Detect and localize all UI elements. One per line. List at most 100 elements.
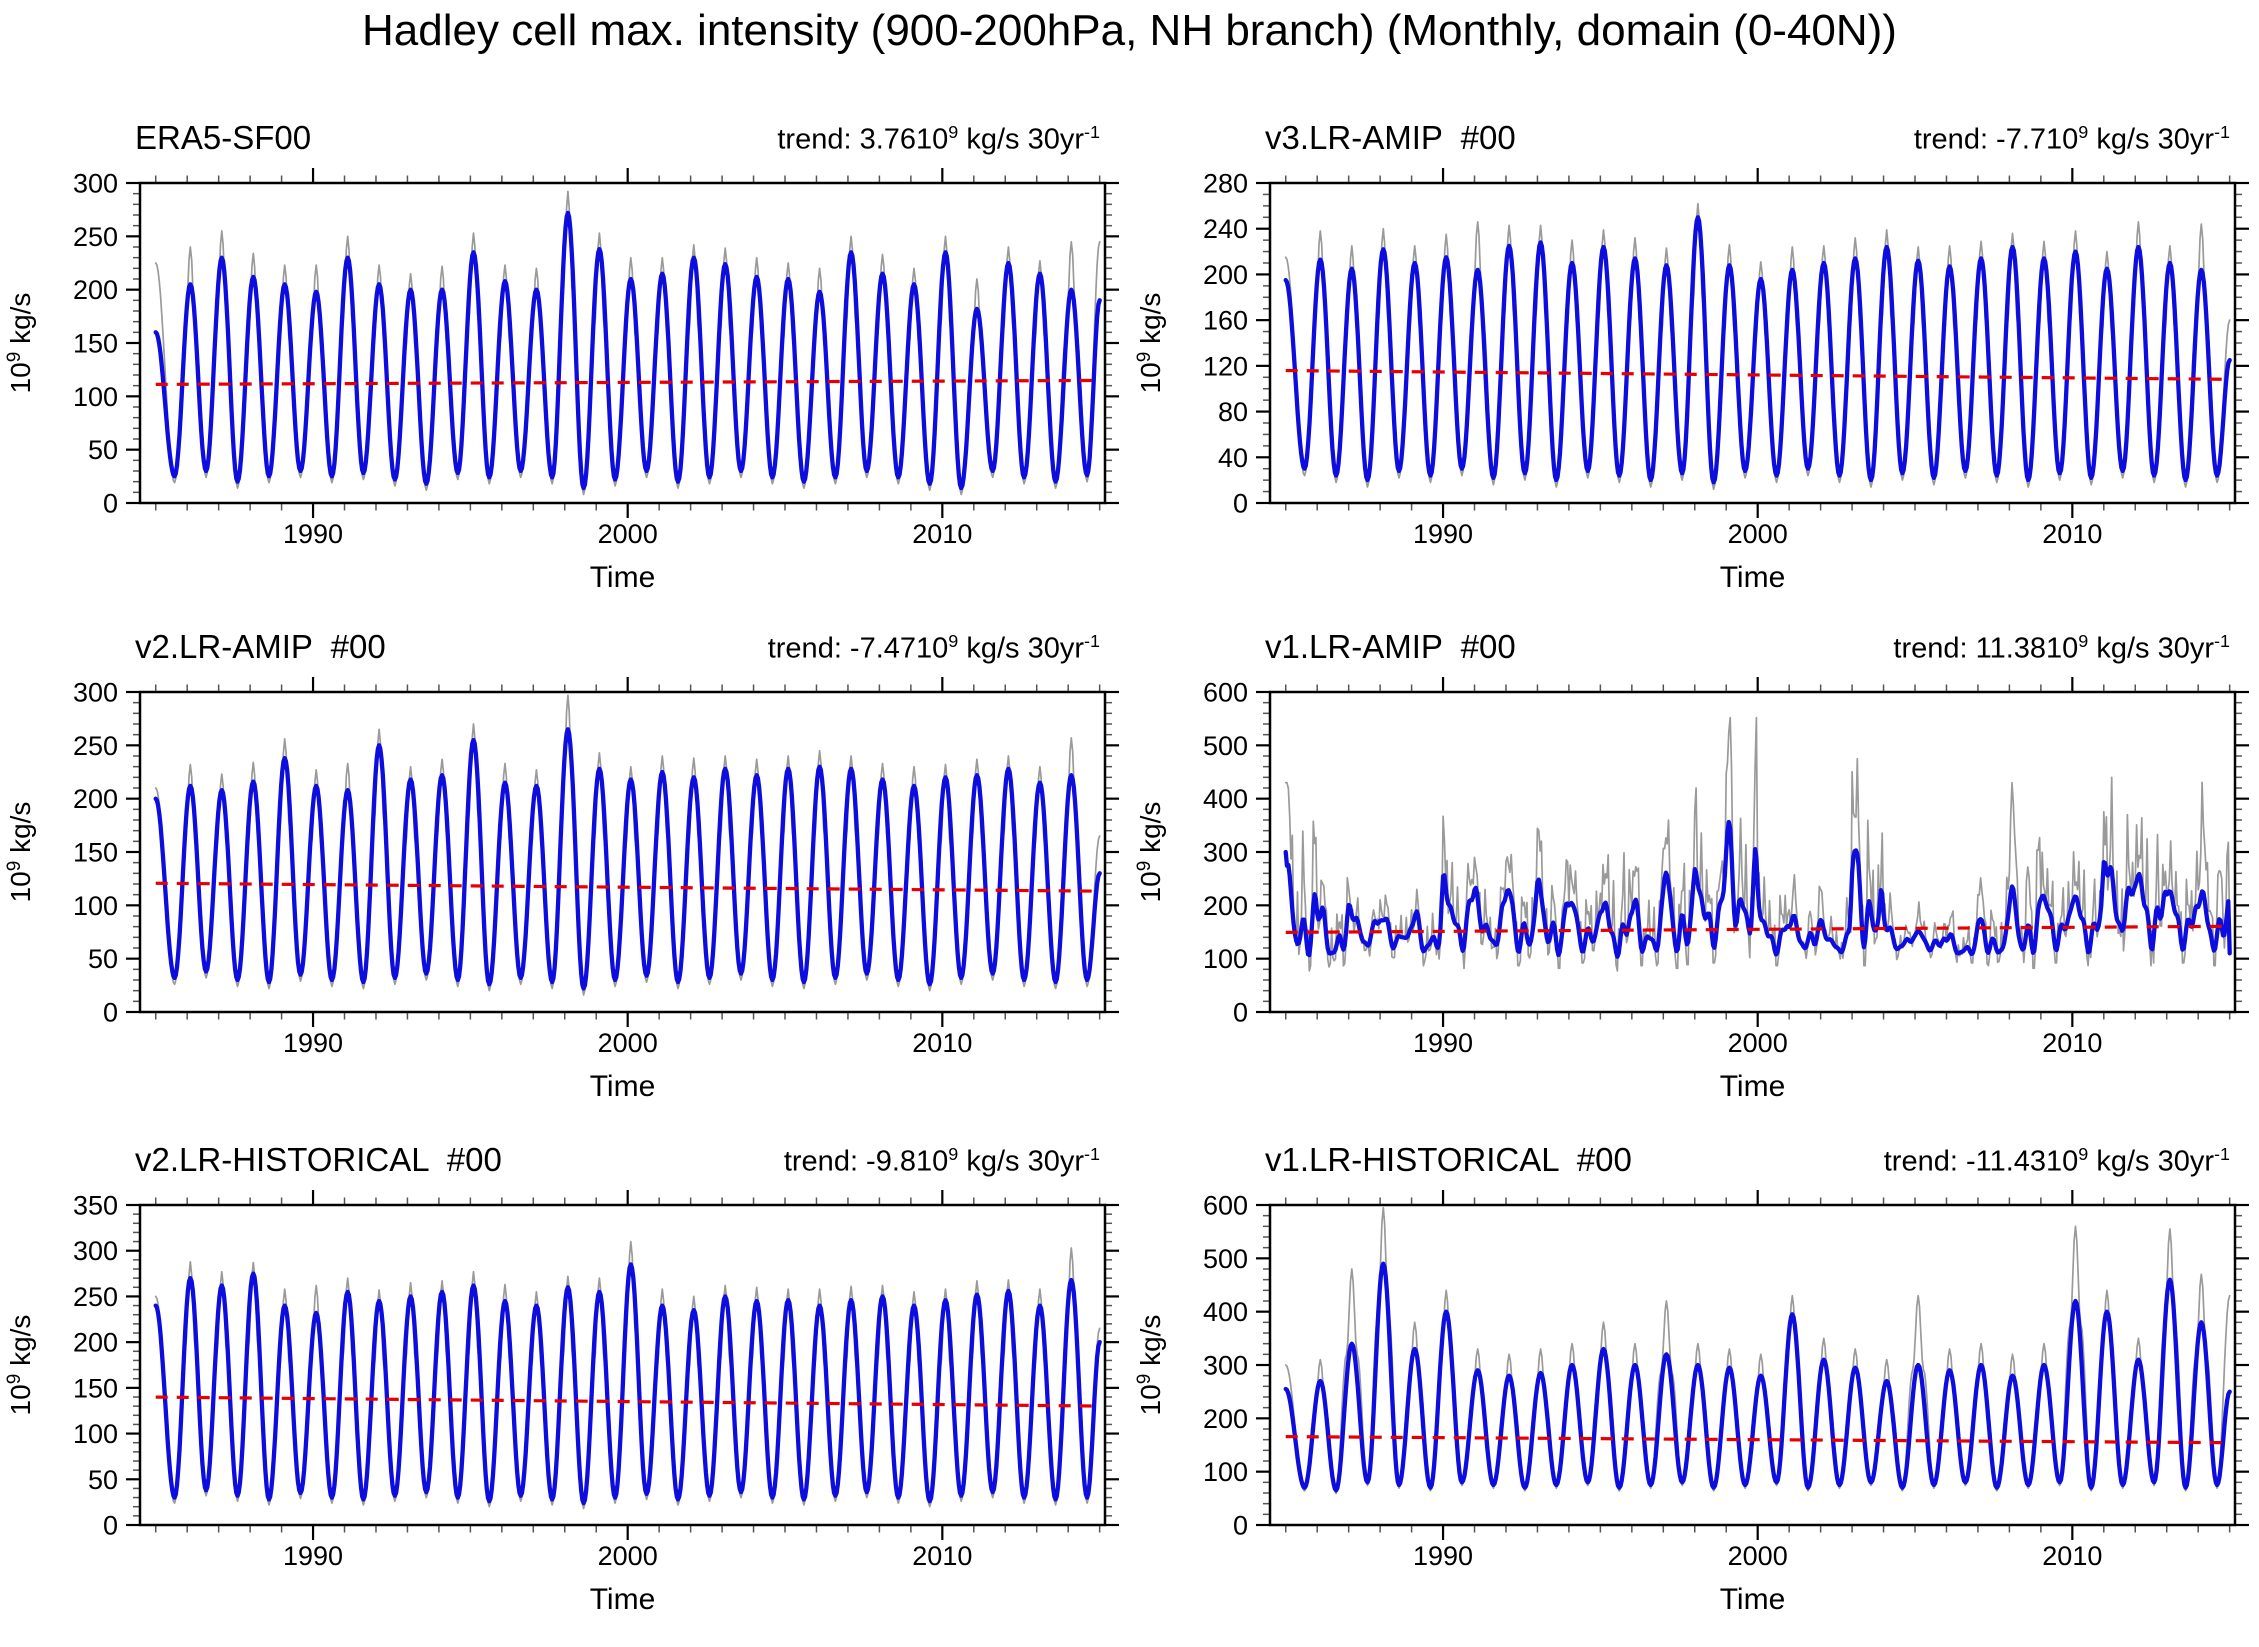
y-tick-label: 150 [73,329,118,359]
y-tick-label: 250 [73,222,118,252]
trend-dashed-line [1285,924,2230,934]
y-tick-label: 500 [1203,1244,1248,1274]
x-tick-label: 2000 [1728,1028,1788,1058]
trend-dashed-line [155,378,1100,386]
x-tick-label: 2000 [598,1541,658,1571]
x-tick-label: 1990 [283,1028,343,1058]
plot-svg: 0 40 80 120 160 200 240 280 1990 2000 2010 Time 109 … [1134,168,2249,594]
x-axis-title: Time [590,1583,656,1616]
x-axis-title: Time [590,561,656,594]
y-tick-label: 80 [1218,397,1248,427]
y-tick-label: 200 [73,275,118,305]
x-tick-label: 1990 [283,1541,343,1571]
y-tick-label: 300 [73,1236,118,1266]
panel-trend-label: trend: -7.47109 kg/s 30yr-1 [767,631,1100,665]
trend-dashed-line [155,881,1100,893]
x-axis-title: Time [590,1070,656,1103]
y-tick-label: 200 [1203,1404,1248,1434]
y-tick-label: 200 [1203,891,1248,921]
panel-title: v1.LR-AMIP #00 [1265,628,1516,665]
panel-header: v3.LR-AMIP #00 trend: -7.7109 kg/s 30yr-1 [1265,119,2230,157]
y-tick-label: 120 [1203,351,1248,381]
y-tick-label: 50 [88,944,118,974]
y-tick-label: 100 [73,382,118,412]
y-tick-label: 600 [1203,1191,1248,1221]
x-tick-label: 2010 [2042,1028,2102,1058]
x-axis-title: Time [1720,1070,1786,1103]
y-tick-label: 0 [1233,1511,1248,1541]
y-tick-label: 50 [88,1465,118,1495]
y-tick-label: 350 [73,1191,118,1221]
y-tick-label: 300 [73,169,118,199]
panel-title: v1.LR-HISTORICAL #00 [1265,1141,1632,1178]
y-tick-label: 50 [88,435,118,465]
main-title: Hadley cell max. intensity (900-200hPa, … [362,6,1897,55]
panel-title: v2.LR-AMIP #00 [135,628,386,665]
trend-dashed-line [155,1395,1100,1408]
plot-svg: 0 50 100 150 200 250 300 1990 2000 2010 Time 109 kg… [4,168,1119,594]
plot-frame [138,1203,1107,1527]
x-tick-label: 2000 [598,519,658,549]
panel-header: v2.LR-AMIP #00 trend: -7.47109 kg/s 30yr-… [135,628,1100,666]
y-tick-label: 100 [1203,1457,1248,1487]
plot-svg: 0 100 200 300 400 500 600 1990 2000 2010 Time 109 k… [1134,677,2249,1103]
x-tick-label: 2000 [1728,1541,1788,1571]
plot-frame [1268,690,2237,1014]
x-tick-label: 2010 [912,1028,972,1058]
x-tick-label: 1990 [1413,519,1473,549]
y-tick-label: 280 [1203,169,1248,199]
panel-trend-label: trend: 3.76109 kg/s 30yr-1 [777,122,1100,156]
x-tick-label: 1990 [1413,1541,1473,1571]
smoothed-series-line [1283,819,2232,959]
panel-trend-label: trend: -9.8109 kg/s 30yr-1 [783,1144,1100,1178]
y-tick-label: 0 [103,1511,118,1541]
y-tick-label: 300 [1203,838,1248,868]
panel-trend-label: trend: -11.43109 kg/s 30yr-1 [1883,1144,2230,1178]
trend-dashed-line [1285,1435,2230,1445]
y-tick-label: 0 [103,489,118,519]
plot-frame [1268,181,2237,505]
y-tick-label: 0 [1233,998,1248,1028]
y-tick-label: 160 [1203,306,1248,336]
x-tick-label: 2000 [1728,519,1788,549]
panel-trend-label: trend: 11.38109 kg/s 30yr-1 [1893,631,2230,665]
trend-dashed-line [1285,368,2230,381]
plot-svg: 0 100 200 300 400 500 600 1990 2000 2010 Time 109 k… [1134,1190,2249,1616]
plot-svg: 0 50 100 150 200 250 300 1990 2000 2010 Time 109 kg… [4,677,1119,1103]
y-axis-title: 109 kg/s [1134,802,1166,903]
plot-frame [1268,1203,2237,1527]
x-tick-label: 2010 [2042,519,2102,549]
panel-title: ERA5-SF00 [135,119,312,156]
y-tick-label: 400 [1203,1297,1248,1327]
y-tick-label: 200 [1203,260,1248,290]
y-axis-title: 109 kg/s [1134,293,1166,394]
smoothed-series-line [153,727,1102,991]
y-tick-label: 100 [73,1419,118,1449]
panel-header: ERA5-SF00 trend: 3.76109 kg/s 30yr-1 [135,119,1100,157]
raw-series-line [1284,716,2231,972]
plot-svg: 0 50 100 150 200 250 300 350 1990 2000 2010 Time 109… [4,1190,1119,1616]
smoothed-series-line [153,1262,1102,1506]
panel-title: v2.LR-HISTORICAL #00 [135,1141,502,1178]
smoothed-series-line [1283,1261,2232,1493]
y-tick-label: 0 [103,998,118,1028]
x-axis-title: Time [1720,561,1786,594]
plot-frame [138,181,1107,505]
y-tick-label: 250 [73,731,118,761]
x-tick-label: 1990 [1413,1028,1473,1058]
smoothed-series-line [153,210,1102,491]
x-tick-label: 1990 [283,519,343,549]
y-tick-label: 100 [73,891,118,921]
y-tick-label: 300 [1203,1351,1248,1381]
panel-trend-label: trend: -7.7109 kg/s 30yr-1 [1913,122,2230,156]
y-tick-label: 0 [1233,489,1248,519]
y-tick-label: 400 [1203,784,1248,814]
y-tick-label: 300 [73,678,118,708]
plot-frame [138,690,1107,1014]
y-tick-label: 200 [73,784,118,814]
smoothed-series-line [1283,215,2232,485]
y-tick-label: 200 [73,1328,118,1358]
y-tick-label: 240 [1203,214,1248,244]
y-axis-title: 109 kg/s [1134,1315,1166,1416]
